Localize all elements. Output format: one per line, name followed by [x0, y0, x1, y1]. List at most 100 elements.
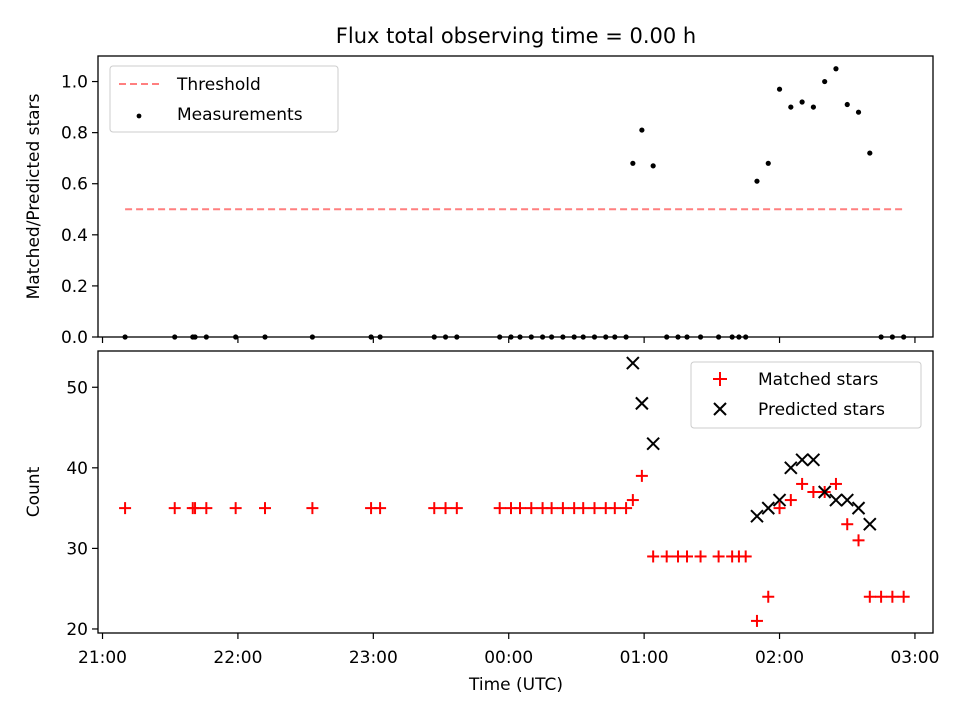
bottom-x-tick-label: 02:00	[755, 648, 804, 668]
chart-title: Flux total observing time = 0.00 h	[336, 24, 696, 48]
matched-star-point	[556, 502, 569, 515]
matched-star-point	[374, 502, 387, 515]
bottom-x-tick-label: 03:00	[890, 648, 939, 668]
measurement-point	[844, 101, 850, 108]
matched-star-point	[428, 502, 441, 515]
matched-star-point	[863, 590, 876, 603]
measurement-point	[833, 66, 839, 72]
bottom-x-tick-label: 22:00	[213, 648, 262, 668]
matched-star-point	[660, 550, 673, 563]
bottom-axes-frame	[97, 350, 934, 634]
top-y-tick-label: 0.4	[61, 226, 88, 246]
matched-star-point	[229, 502, 242, 515]
matched-star-point	[450, 502, 463, 515]
matched-star-point	[545, 502, 558, 515]
matched-star-point	[681, 550, 694, 563]
matched-star-point	[525, 502, 538, 515]
legend-measurements-label: Measurements	[177, 105, 303, 125]
matched-star-point	[493, 502, 506, 515]
top-y-tick-label: 0.6	[61, 175, 88, 195]
predicted-star-point	[806, 453, 821, 467]
measurement-point	[810, 104, 816, 110]
matched-star-point	[773, 502, 786, 515]
matched-star-point	[189, 502, 202, 515]
bottom-x-tick-label: 23:00	[349, 648, 398, 668]
matched-star-point	[762, 590, 775, 603]
top-marks	[122, 66, 907, 340]
matched-star-point	[608, 502, 621, 515]
bottom-x-tick-label: 21:00	[78, 648, 127, 668]
predicted-star-point	[646, 436, 660, 451]
top-y-tick-label: 0.2	[61, 277, 88, 297]
measurement-point	[765, 160, 771, 166]
predicted-star-point	[772, 493, 787, 507]
matched-star-point	[796, 477, 809, 490]
predicted-star-point	[817, 485, 832, 499]
measurement-point	[776, 86, 783, 92]
matched-star-point	[168, 502, 181, 515]
matched-star-point	[875, 590, 888, 603]
matched-star-point	[626, 494, 639, 507]
top-x-ticks	[101, 337, 916, 343]
bottom-legend: Matched stars Predicted stars	[690, 361, 922, 429]
matched-star-point	[750, 614, 763, 627]
measurement-point	[788, 104, 794, 110]
legend-threshold-label: Threshold	[176, 75, 261, 95]
predicted-star-point	[851, 501, 866, 515]
matched-star-point	[694, 550, 707, 563]
bottom-panel: 20 30 40 50 21:00 22:00 23:00 00:00 01:00 02:00 0…	[24, 350, 939, 695]
matched-star-point	[306, 502, 319, 515]
x-axis-label: Time (UTC)	[468, 675, 563, 695]
top-y-tick-label: 1.0	[61, 73, 88, 93]
top-axes-frame	[97, 55, 934, 338]
measurement-point	[822, 78, 828, 85]
matched-star-point	[712, 550, 725, 563]
predicted-star-point	[635, 396, 649, 411]
matched-star-point	[259, 502, 271, 515]
bottom-y-tick-label: 40	[66, 459, 88, 479]
bottom-y-ticks: 20 30 40 50	[66, 378, 98, 640]
measurement-point	[650, 163, 656, 169]
matched-star-point	[577, 502, 590, 515]
matched-star-point	[635, 469, 648, 482]
measurement-point	[754, 178, 760, 184]
top-y-ticks: 0.0 0.2 0.4 0.6 0.8 1.0	[61, 73, 98, 348]
matched-star-point	[739, 550, 752, 563]
bottom-y-tick-label: 20	[66, 620, 88, 640]
bottom-x-ticks: 21:00 22:00 23:00 00:00 01:00 02:00 03:00	[78, 633, 939, 668]
matched-star-point	[841, 518, 854, 531]
measurement-point	[639, 127, 645, 133]
matched-star-point	[852, 534, 865, 547]
top-y-axis-label: Matched/Predicted stars	[24, 93, 44, 299]
measurement-point	[630, 160, 636, 166]
predicted-star-point	[761, 501, 775, 515]
matched-star-point	[514, 502, 527, 515]
matched-star-point	[897, 590, 910, 603]
measurement-point	[867, 150, 873, 156]
bottom-y-tick-label: 30	[66, 539, 88, 559]
matched-star-point	[200, 502, 213, 515]
top-y-tick-label: 0.0	[61, 328, 88, 348]
predicted-star-point	[863, 517, 877, 531]
legend-matched-label: Matched stars	[758, 370, 878, 390]
predicted-star-point	[784, 461, 798, 475]
measurement-point	[855, 109, 862, 115]
bottom-y-axis-label: Count	[24, 466, 44, 517]
matched-star-point	[807, 486, 820, 498]
top-legend: Threshold Measurements	[109, 65, 339, 133]
top-y-tick-label: 0.8	[61, 124, 88, 144]
bottom-x-tick-label: 01:00	[620, 648, 669, 668]
matched-star-point	[119, 502, 132, 515]
matched-star-point	[784, 494, 797, 507]
legend-predicted-label: Predicted stars	[758, 400, 885, 420]
matched-star-point	[829, 477, 842, 490]
bottom-x-tick-label: 00:00	[484, 648, 533, 668]
measurement-point	[799, 99, 805, 105]
predicted-star-point	[840, 493, 854, 507]
matched-star-point	[588, 502, 601, 515]
predicted-star-point	[795, 453, 809, 467]
legend-measurements-marker	[136, 113, 142, 119]
matched-star-point	[620, 502, 633, 515]
predicted-star-point	[626, 356, 640, 370]
